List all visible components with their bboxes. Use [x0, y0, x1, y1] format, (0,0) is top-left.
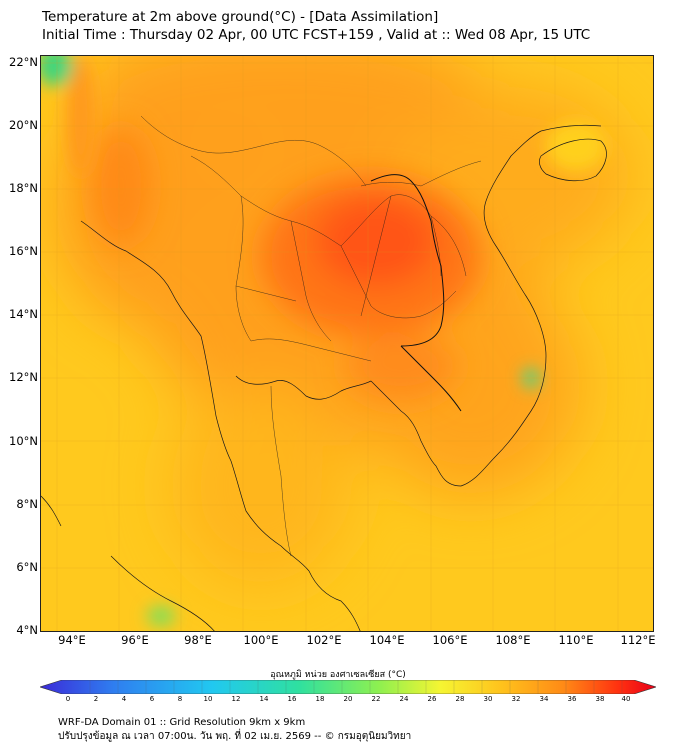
lon-label-104e: 104°E	[369, 633, 405, 647]
footer: WRF-DA Domain 01 :: Grid Resolution 9km …	[58, 716, 411, 744]
lon-label-94e: 94°E	[58, 633, 86, 647]
colorbar-tick-12: 12	[231, 695, 241, 703]
temperature-field	[41, 56, 653, 631]
colorbar-tick-16: 16	[287, 695, 297, 703]
colorbar-tick-14: 14	[259, 695, 269, 703]
lat-label-4n: 4°N	[16, 623, 38, 637]
lon-label-112e: 112°E	[620, 633, 656, 647]
lat-label-18n: 18°N	[9, 181, 38, 195]
lon-label-98e: 98°E	[184, 633, 212, 647]
country-borders	[370, 174, 462, 412]
lon-label-108e: 108°E	[495, 633, 531, 647]
colorbar-tick-8: 8	[177, 695, 183, 703]
graticule	[41, 56, 653, 631]
colorbar-tick-10: 10	[203, 695, 213, 703]
colorbar-tick-20: 20	[343, 695, 353, 703]
colorbar-tick-18: 18	[315, 695, 325, 703]
lat-label-8n: 8°N	[16, 497, 38, 511]
lat-label-6n: 6°N	[16, 560, 38, 574]
colorbar-tick-24: 24	[399, 695, 409, 703]
colorbar-tick-40: 40	[621, 695, 631, 703]
map-title-line-1: Temperature at 2m above ground(°C) - [Da…	[42, 9, 439, 25]
lon-label-110e: 110°E	[558, 633, 594, 647]
colorbar-tick-26: 26	[427, 695, 437, 703]
colorbar-tick-38: 38	[595, 695, 605, 703]
cool-spots	[41, 56, 606, 626]
footer-domain-info: WRF-DA Domain 01 :: Grid Resolution 9km …	[58, 717, 306, 728]
colorbar-tick-30: 30	[483, 695, 493, 703]
lon-label-106e: 106°E	[432, 633, 468, 647]
colorbar-tick-4: 4	[121, 695, 127, 703]
lat-label-10n: 10°N	[9, 434, 38, 448]
colorbar-tick-34: 34	[539, 695, 549, 703]
colorbar-tick-2: 2	[93, 695, 99, 703]
lon-label-102e: 102°E	[306, 633, 342, 647]
colorbar-tick-36: 36	[567, 695, 577, 703]
colorbar	[40, 680, 656, 694]
lat-label-20n: 20°N	[9, 118, 38, 132]
lon-label-96e: 96°E	[121, 633, 149, 647]
colorbar-tick-0: 0	[65, 695, 71, 703]
map-title-line-2: Initial Time : Thursday 02 Apr, 00 UTC F…	[42, 27, 591, 43]
colorbar-tick-6: 6	[149, 695, 155, 703]
map-title: Temperature at 2m above ground(°C) - [Da…	[42, 8, 590, 44]
lat-label-22n: 22°N	[9, 55, 38, 69]
lat-label-12n: 12°N	[9, 370, 38, 384]
footer-update-info: ปรับปรุงข้อมูล ณ เวลา 07:00น. วัน พฤ. ที…	[58, 731, 412, 742]
coastlines	[41, 124, 607, 631]
colorbar-title: อุณหภูมิ หน่วย องศาเซลเซียส (°C)	[270, 670, 406, 680]
province-borders	[140, 115, 482, 557]
lat-label-16n: 16°N	[9, 244, 38, 258]
colorbar-tick-28: 28	[455, 695, 465, 703]
temperature-map	[40, 55, 654, 632]
colorbar-tick-22: 22	[371, 695, 381, 703]
lat-label-14n: 14°N	[9, 307, 38, 321]
colorbar-tick-32: 32	[511, 695, 521, 703]
lon-label-100e: 100°E	[243, 633, 279, 647]
